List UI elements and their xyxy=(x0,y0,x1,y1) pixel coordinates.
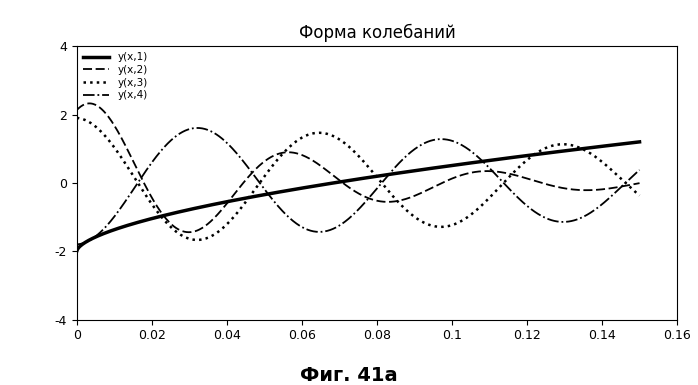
Title: Форма колебаний: Форма колебаний xyxy=(299,23,455,42)
Legend: y(x,1), y(x,2), y(x,3), y(x,4): y(x,1), y(x,2), y(x,3), y(x,4) xyxy=(82,52,149,101)
Text: Фиг. 41а: Фиг. 41а xyxy=(300,366,398,385)
